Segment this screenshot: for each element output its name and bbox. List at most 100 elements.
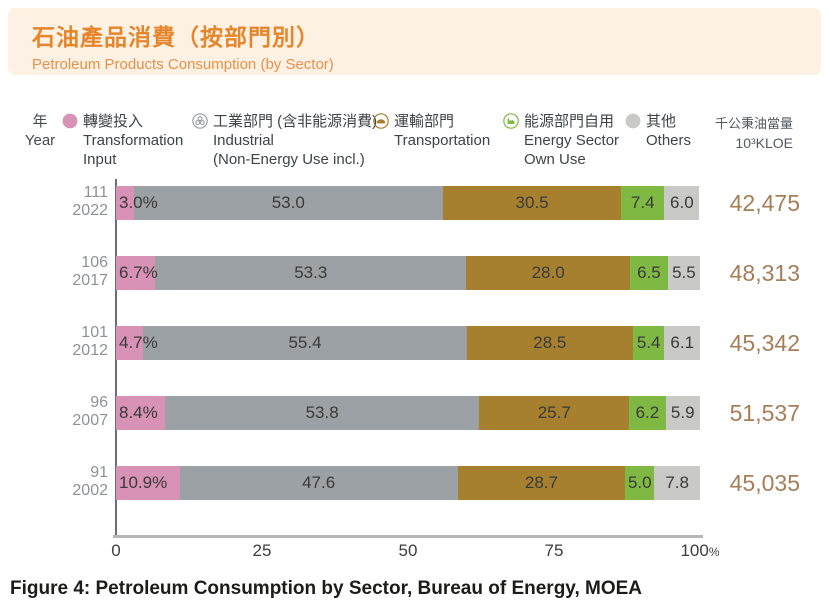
unit-label-zh: 千公秉油當量: [714, 116, 793, 131]
transportation-icon: [373, 113, 389, 129]
legend-label-zh: 能源部門自用: [524, 113, 615, 130]
bar-row: 106 2017 6.7% 53.3 28.0 6.5 5.5 48,313: [0, 254, 829, 290]
gregorian-year: 2007: [72, 412, 108, 429]
segment-value-label: 5.4: [636, 333, 661, 352]
energy-sector-own-use-icon: [503, 113, 519, 129]
industrial-icon: [192, 113, 208, 129]
bar-segment-transportation: 30.5: [443, 186, 622, 220]
roc-year: 96: [90, 394, 108, 411]
segment-value-label: 6.2: [635, 403, 660, 422]
legend-label-en: Transportation: [394, 132, 491, 149]
segment-value-label: 55.4: [288, 333, 322, 352]
bar-segment-others: 5.5: [667, 256, 700, 290]
segment-value-label: 5.5: [672, 263, 696, 282]
legend-label-zh: 轉變投入: [83, 113, 144, 130]
bar-row: 101 2012 4.7% 55.4 28.5 5.4 6.1 45,342: [0, 324, 829, 360]
stacked-bar: 6.7% 53.3 28.0 6.5 5.5: [116, 256, 700, 290]
segment-value-label: 7.8: [665, 473, 689, 492]
stacked-bar: 4.7% 55.4 28.5 5.4 6.1: [116, 326, 700, 360]
gregorian-year: 2017: [72, 272, 108, 289]
total-value: 45,035: [729, 470, 800, 496]
total-value: 42,475: [729, 190, 800, 216]
legend-label-zh: 其他: [646, 113, 677, 130]
legend-label-zh: 運輸部門: [394, 113, 455, 130]
year-label: 111 2022: [18, 184, 108, 220]
legend-item-industrial: 工業部門 (含非能源消費) Industrial (Non-Energy Use i…: [192, 112, 377, 169]
segment-value-label: 6.1: [670, 333, 695, 352]
bar-segment-transportation: 25.7: [479, 396, 630, 430]
legend-item-transportation: 運輸部門 Transportation: [373, 112, 490, 150]
total-value: 48,313: [729, 260, 800, 286]
page-title: 石油產品消費（按部門別）: [32, 24, 320, 50]
bar-segment-transportation: 28.5: [466, 326, 633, 360]
year-label: 91 2002: [18, 464, 108, 500]
year-label: 106 2017: [18, 254, 108, 290]
segment-value-label: 28.5: [533, 333, 567, 352]
year-axis-label-zh: 年: [32, 113, 48, 130]
bar-segment-transformation-input: 3.0%: [116, 186, 158, 220]
x-tick-75: 75: [544, 541, 564, 560]
segment-value-label: 25.7: [537, 403, 571, 422]
segment-value-label: 3.0%: [119, 193, 158, 212]
stacked-bar: 8.4% 53.8 25.7 6.2 5.9: [116, 396, 700, 430]
bar-row: 91 2002 10.9% 47.6 28.7 5.0 7.8 45,035: [0, 464, 829, 500]
segment-value-label: 5.0: [627, 473, 652, 492]
bar-segment-energy-sector-own-use: 5.4: [632, 326, 665, 360]
year-label: 96 2007: [18, 394, 108, 430]
segment-value-label: 6.5: [637, 263, 661, 282]
bar-segment-industrial-non-energy-use-incl: 55.4: [143, 326, 467, 360]
bar-segment-energy-sector-own-use: 7.4: [621, 186, 665, 220]
unit-label-en: 10³KLOE: [735, 135, 793, 151]
bar-segment-others: 5.9: [665, 396, 700, 430]
legend-label-zh: 工業部門 (含非能源消費): [213, 113, 378, 130]
segment-value-label: 53.0: [271, 193, 305, 212]
year-label: 101 2012: [18, 324, 108, 360]
gregorian-year: 2002: [72, 482, 108, 499]
legend-item-energy-sector-own-use: 能源部門自用 Energy Sector Own Use: [503, 112, 619, 169]
legend-label-en: Energy Sector: [524, 132, 620, 149]
year-axis-label: 年 Year: [18, 112, 62, 150]
gregorian-year: 2012: [72, 342, 108, 359]
stacked-bar: 10.9% 47.6 28.7 5.0 7.8: [116, 466, 700, 500]
segment-value-label: 4.7%: [119, 333, 158, 352]
bar-segment-transformation-input: 8.4%: [116, 396, 166, 430]
bar-segment-others: 6.1: [664, 326, 700, 360]
bar-segment-industrial-non-energy-use-incl: 53.8: [165, 396, 480, 430]
bar-segment-energy-sector-own-use: 5.0: [625, 466, 655, 500]
bar-segment-energy-sector-own-use: 6.5: [629, 256, 668, 290]
bar-segment-industrial-non-energy-use-incl: 47.6: [179, 466, 458, 500]
legend-item-transformation-input: 轉變投入 Transformation Input: [62, 112, 183, 169]
bar-segment-others: 6.0: [664, 186, 700, 220]
legend-item-others: 其他 Others: [625, 112, 691, 150]
total-value: 45,342: [729, 330, 800, 356]
gregorian-year: 2022: [72, 202, 108, 219]
x-tick-100: 100%: [680, 541, 720, 560]
segment-value-label: 6.7%: [119, 263, 158, 282]
x-tick-0: 0: [111, 541, 121, 560]
bar-segment-transformation-input: 10.9%: [116, 466, 180, 500]
x-axis-line: [113, 535, 703, 538]
year-axis-label-en: Year: [24, 132, 56, 149]
page-subtitle: Petroleum Products Consumption (by Secto…: [32, 56, 334, 73]
legend-label-en: Industrial: [213, 132, 274, 149]
percent-suffix: %: [708, 545, 720, 559]
legend-label-en: (Non-Energy Use incl.): [213, 151, 365, 168]
total-value: 51,537: [729, 400, 800, 426]
bar-segment-industrial-non-energy-use-incl: 53.0: [133, 186, 444, 220]
bar-segment-transportation: 28.0: [466, 256, 630, 290]
figure-header: 石油產品消費（按部門別） Petroleum Products Consumpt…: [8, 8, 821, 75]
others-icon: [625, 113, 641, 129]
transformation-input-icon: [62, 113, 78, 129]
roc-year: 106: [81, 254, 108, 271]
bar-row: 96 2007 8.4% 53.8 25.7 6.2 5.9 51,537: [0, 394, 829, 430]
segment-value-label: 53.3: [294, 263, 328, 282]
legend-label-en: Input: [83, 151, 117, 168]
segment-value-label: 30.5: [515, 193, 549, 212]
bar-segment-others: 7.8: [654, 466, 700, 500]
unit-label: 千公秉油當量 10³KLOE: [715, 113, 793, 151]
stacked-bar: 3.0% 53.0 30.5 7.4 6.0: [116, 186, 700, 220]
x-tick-50: 50: [398, 541, 418, 560]
segment-value-label: 47.6: [302, 473, 336, 492]
